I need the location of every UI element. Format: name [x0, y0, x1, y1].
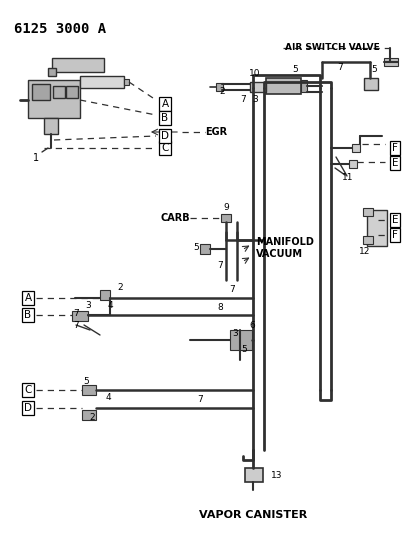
Text: 11: 11: [342, 174, 354, 182]
Bar: [52, 58, 104, 72]
Text: 4: 4: [107, 302, 113, 311]
Bar: [245, 468, 263, 482]
Bar: [230, 330, 252, 350]
Text: 5: 5: [83, 377, 89, 386]
Text: 7: 7: [197, 395, 203, 405]
Text: 5: 5: [193, 244, 199, 253]
Bar: [66, 86, 78, 98]
Text: B: B: [24, 310, 31, 320]
Text: 5: 5: [292, 66, 298, 75]
Text: 3: 3: [252, 95, 258, 104]
Text: 2: 2: [219, 87, 225, 96]
Bar: [352, 144, 360, 152]
Bar: [72, 311, 88, 321]
Text: C: C: [24, 385, 32, 395]
Bar: [48, 68, 56, 76]
Text: E: E: [392, 215, 398, 225]
Text: MANIFOLD
VACUUM: MANIFOLD VACUUM: [256, 237, 314, 259]
Bar: [53, 86, 65, 98]
Bar: [200, 244, 210, 254]
Text: 2: 2: [117, 284, 123, 293]
Bar: [363, 236, 373, 244]
Bar: [349, 160, 357, 168]
Text: 9: 9: [223, 204, 229, 213]
Text: 3: 3: [232, 328, 238, 337]
Text: 2: 2: [89, 414, 95, 423]
Bar: [367, 210, 387, 246]
Bar: [221, 214, 231, 222]
Text: 6125 3000 A: 6125 3000 A: [14, 22, 106, 36]
Text: 7: 7: [217, 261, 223, 270]
Bar: [28, 80, 80, 118]
Bar: [363, 208, 373, 216]
Bar: [364, 78, 378, 90]
Text: 7: 7: [240, 95, 246, 104]
Bar: [80, 76, 124, 88]
Text: CARB: CARB: [160, 213, 190, 223]
Text: 12: 12: [359, 247, 371, 256]
Text: VAPOR CANISTER: VAPOR CANISTER: [199, 510, 307, 520]
Text: 5: 5: [241, 345, 247, 354]
Bar: [301, 80, 307, 92]
Text: 7: 7: [337, 63, 343, 72]
Text: 1: 1: [33, 153, 39, 163]
Text: D: D: [24, 403, 32, 413]
Text: 10: 10: [249, 69, 261, 78]
Bar: [250, 82, 266, 92]
Bar: [32, 84, 50, 100]
Text: E: E: [392, 158, 398, 168]
Text: 13: 13: [271, 471, 283, 480]
Text: 7: 7: [73, 309, 79, 318]
Text: 3: 3: [85, 302, 91, 311]
Text: D: D: [161, 131, 169, 141]
Bar: [384, 58, 398, 66]
Bar: [82, 410, 96, 420]
Text: C: C: [161, 143, 169, 153]
Text: B: B: [162, 113, 169, 123]
Text: A: A: [162, 99, 169, 109]
Text: F: F: [392, 143, 398, 153]
Bar: [124, 79, 129, 85]
Text: 7: 7: [229, 286, 235, 295]
Bar: [266, 78, 301, 94]
Text: 8: 8: [217, 303, 223, 311]
Text: A: A: [24, 293, 31, 303]
Text: 5: 5: [371, 66, 377, 75]
Text: 6: 6: [249, 321, 255, 330]
Text: AIR SWITCH VALVE: AIR SWITCH VALVE: [285, 44, 380, 52]
Text: F: F: [392, 230, 398, 240]
Text: EGR: EGR: [205, 127, 227, 137]
Text: 4: 4: [105, 393, 111, 402]
Bar: [100, 290, 110, 300]
Bar: [44, 118, 58, 134]
Bar: [216, 83, 223, 91]
Text: 7: 7: [73, 320, 79, 329]
Bar: [82, 385, 96, 395]
